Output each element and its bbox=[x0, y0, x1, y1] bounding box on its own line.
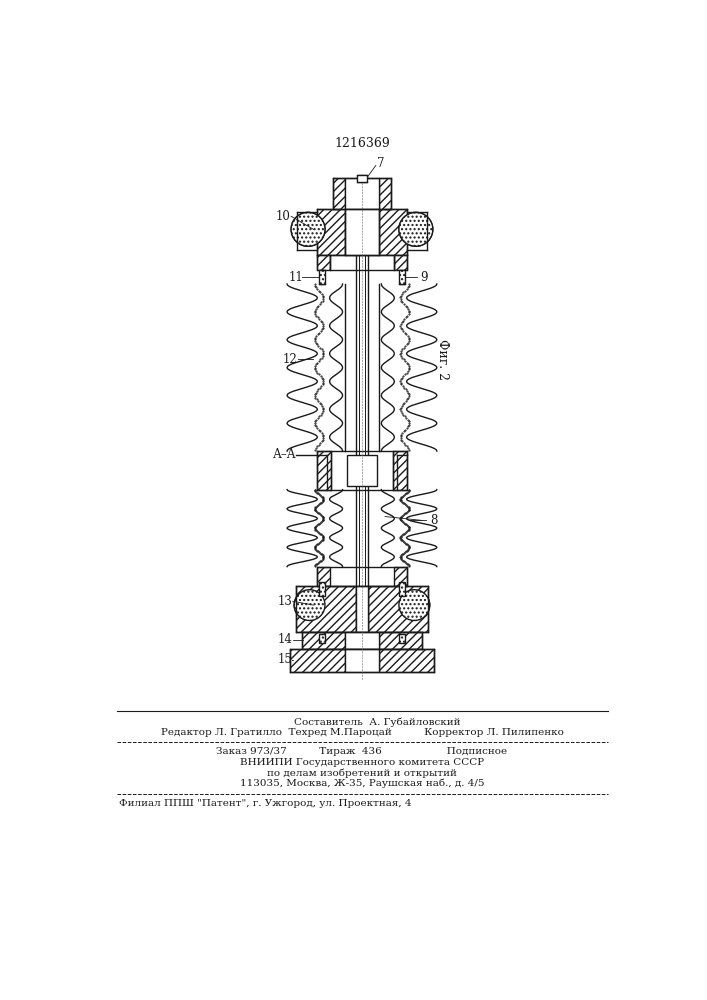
Bar bbox=[317, 451, 331, 490]
Circle shape bbox=[294, 590, 325, 620]
Bar bbox=[368, 586, 428, 632]
Bar bbox=[319, 270, 325, 284]
Text: 10: 10 bbox=[276, 210, 291, 223]
Bar bbox=[333, 178, 345, 209]
Bar bbox=[319, 634, 325, 643]
Text: 1216369: 1216369 bbox=[334, 137, 390, 150]
Bar bbox=[345, 632, 379, 649]
Bar bbox=[345, 209, 379, 255]
Bar bbox=[329, 255, 395, 270]
Text: 9: 9 bbox=[420, 271, 427, 284]
Bar bbox=[399, 582, 405, 596]
Bar bbox=[346, 455, 378, 486]
Polygon shape bbox=[291, 212, 325, 246]
Text: Фиг. 2: Фиг. 2 bbox=[436, 339, 450, 380]
Bar bbox=[317, 209, 345, 255]
Bar bbox=[302, 632, 345, 649]
Text: 15: 15 bbox=[278, 653, 293, 666]
Circle shape bbox=[291, 212, 325, 246]
Text: Заказ 973/37          Тираж  436                    Подписное: Заказ 973/37 Тираж 436 Подписное bbox=[216, 747, 508, 756]
Text: Редактор Л. Гратилло  Техред М.Пароцай          Корректор Л. Пилипенко: Редактор Л. Гратилло Техред М.Пароцай Ко… bbox=[160, 728, 563, 737]
Text: 113035, Москва, Ж-35, Раушская наб., д. 4/5: 113035, Москва, Ж-35, Раушская наб., д. … bbox=[240, 779, 484, 788]
Bar bbox=[379, 178, 391, 209]
Bar bbox=[379, 209, 407, 255]
Bar bbox=[399, 634, 405, 643]
Polygon shape bbox=[399, 590, 430, 620]
Bar bbox=[395, 567, 407, 586]
Bar bbox=[345, 649, 379, 672]
Text: ВНИИПИ Государственного комитета СССР: ВНИИПИ Государственного комитета СССР bbox=[240, 758, 484, 767]
Text: 13: 13 bbox=[278, 595, 293, 608]
Bar bbox=[357, 175, 366, 182]
Bar bbox=[395, 255, 407, 270]
Bar bbox=[379, 632, 422, 649]
Bar bbox=[319, 582, 325, 596]
Bar bbox=[345, 178, 379, 209]
Circle shape bbox=[399, 212, 433, 246]
Circle shape bbox=[399, 590, 430, 620]
Bar bbox=[393, 451, 407, 490]
Bar bbox=[317, 567, 329, 586]
Text: 11: 11 bbox=[288, 271, 303, 284]
Polygon shape bbox=[294, 590, 325, 620]
Bar bbox=[296, 586, 356, 632]
Text: 12: 12 bbox=[283, 353, 298, 366]
Bar bbox=[356, 586, 368, 632]
Text: Филиал ППШ "Патент", г. Ужгород, ул. Проектная, 4: Филиал ППШ "Патент", г. Ужгород, ул. Про… bbox=[119, 799, 412, 808]
Text: 14: 14 bbox=[278, 633, 293, 646]
Text: 8: 8 bbox=[430, 514, 437, 527]
Bar bbox=[317, 255, 329, 270]
Bar bbox=[379, 649, 433, 672]
Text: по делам изобретений и открытий: по делам изобретений и открытий bbox=[267, 768, 457, 778]
Polygon shape bbox=[399, 212, 433, 246]
Bar bbox=[291, 649, 345, 672]
Text: Составитель  А. Губайловский: Составитель А. Губайловский bbox=[294, 717, 460, 727]
Text: А–А: А–А bbox=[273, 448, 297, 461]
Bar bbox=[399, 270, 405, 284]
Text: 7: 7 bbox=[378, 157, 385, 170]
